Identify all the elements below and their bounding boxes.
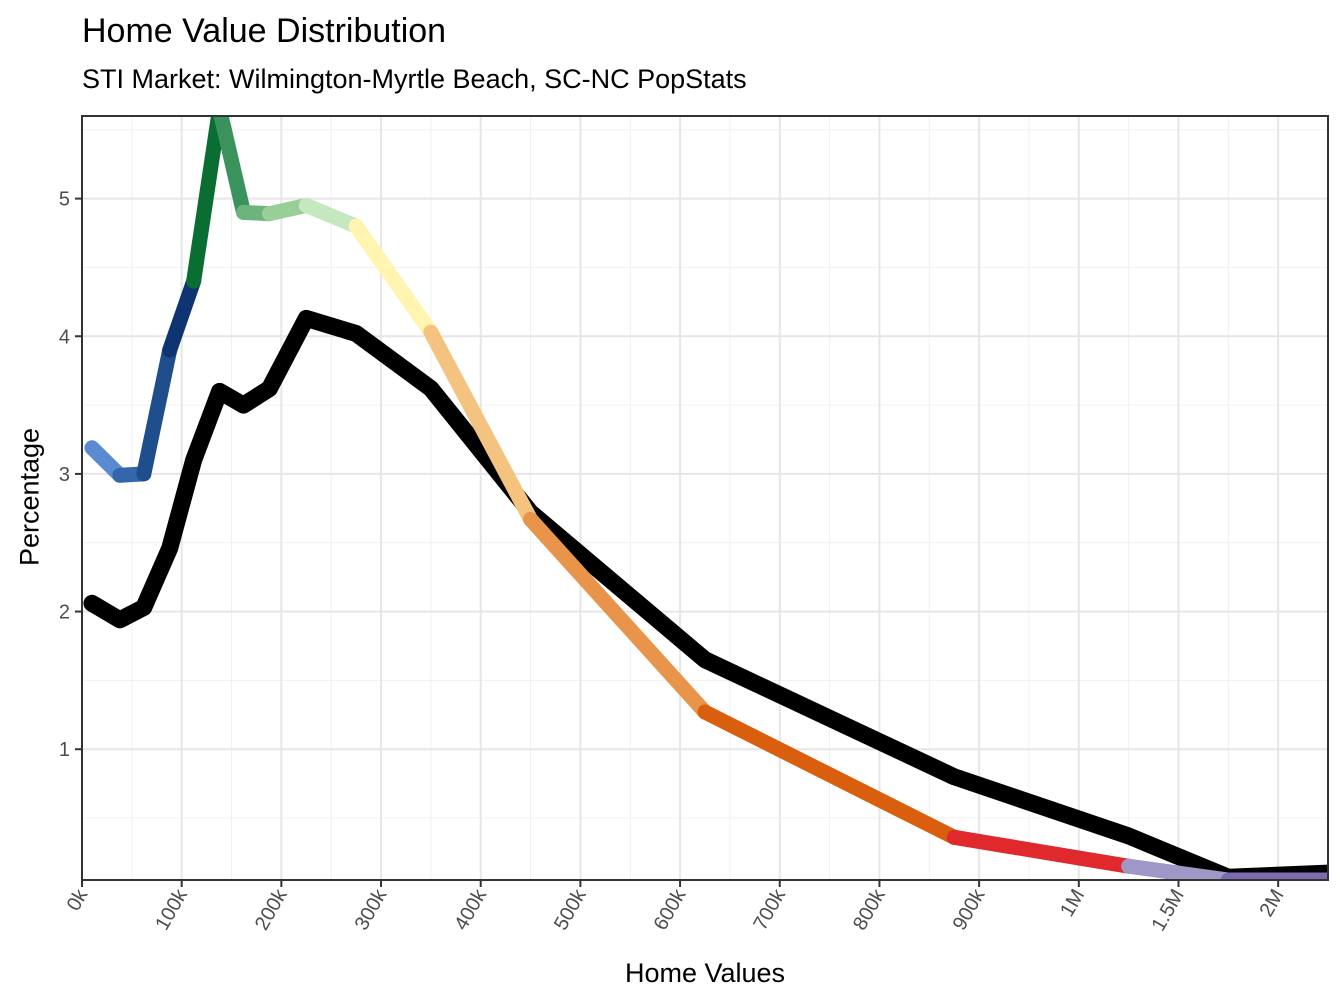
- y-tick-label: 4: [59, 326, 70, 348]
- y-tick-label: 1: [59, 739, 70, 761]
- area-series-segment: [423, 324, 539, 527]
- x-tick-label: 0k: [63, 885, 93, 915]
- x-tick-label: 700k: [749, 885, 790, 934]
- chart-subtitle: STI Market: Wilmington-Myrtle Beach, SC-…: [82, 64, 747, 94]
- area-series-segment: [697, 704, 962, 845]
- y-axis-label: Percentage: [14, 427, 45, 567]
- series-group: [83, 116, 1328, 880]
- chart-title: Home Value Distribution: [82, 12, 447, 50]
- area-series-segment: [523, 511, 713, 720]
- x-axis-label: Home Values: [624, 958, 786, 988]
- x-tick-label: 400k: [450, 885, 491, 934]
- y-tick-label: 3: [59, 464, 70, 486]
- area-series-segment: [186, 116, 227, 289]
- x-tick-label: 1M: [1056, 886, 1089, 921]
- market-series-line: [83, 309, 1328, 880]
- area-series-segment: [213, 116, 251, 220]
- x-tick-label: 600k: [650, 885, 691, 934]
- x-tick-label: 500k: [550, 885, 591, 934]
- area-series-segment: [1121, 858, 1236, 880]
- area-series-segment: [162, 273, 202, 358]
- x-tick-label: 200k: [251, 885, 292, 934]
- y-tick-label: 5: [59, 189, 70, 211]
- area-series-segment: [348, 218, 439, 340]
- x-tick-label: 900k: [949, 885, 990, 934]
- x-tick-label: 100k: [151, 885, 192, 934]
- y-tick-label: 2: [59, 602, 70, 624]
- area-series-segment: [136, 342, 178, 482]
- x-tick-label: 1.5M: [1148, 886, 1189, 936]
- area-series-segment: [946, 829, 1137, 874]
- x-tick-label: 300k: [351, 885, 392, 934]
- x-tick-label: 2M: [1256, 886, 1289, 921]
- area-series-segment: [298, 197, 364, 234]
- panel-border: [81, 115, 1329, 881]
- x-tick-label: 800k: [849, 885, 890, 934]
